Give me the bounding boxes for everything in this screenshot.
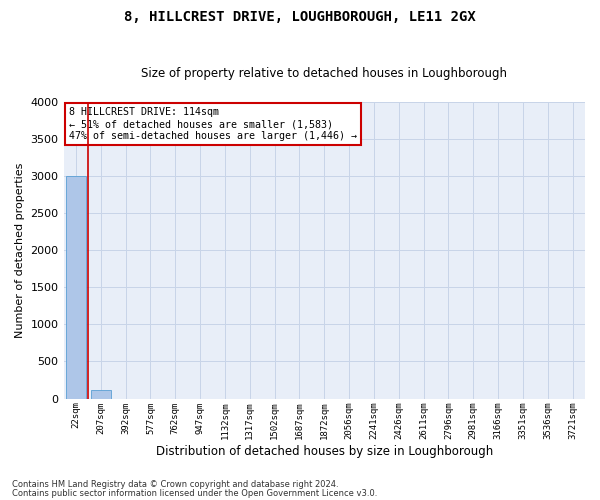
Text: Contains HM Land Registry data © Crown copyright and database right 2024.: Contains HM Land Registry data © Crown c… xyxy=(12,480,338,489)
Title: Size of property relative to detached houses in Loughborough: Size of property relative to detached ho… xyxy=(141,66,507,80)
Text: 8, HILLCREST DRIVE, LOUGHBOROUGH, LE11 2GX: 8, HILLCREST DRIVE, LOUGHBOROUGH, LE11 2… xyxy=(124,10,476,24)
Bar xyxy=(66,176,86,398)
Text: Contains public sector information licensed under the Open Government Licence v3: Contains public sector information licen… xyxy=(12,488,377,498)
X-axis label: Distribution of detached houses by size in Loughborough: Distribution of detached houses by size … xyxy=(155,444,493,458)
Bar xyxy=(91,390,111,398)
Text: 8 HILLCREST DRIVE: 114sqm
← 51% of detached houses are smaller (1,583)
47% of se: 8 HILLCREST DRIVE: 114sqm ← 51% of detac… xyxy=(69,108,357,140)
Y-axis label: Number of detached properties: Number of detached properties xyxy=(15,162,25,338)
